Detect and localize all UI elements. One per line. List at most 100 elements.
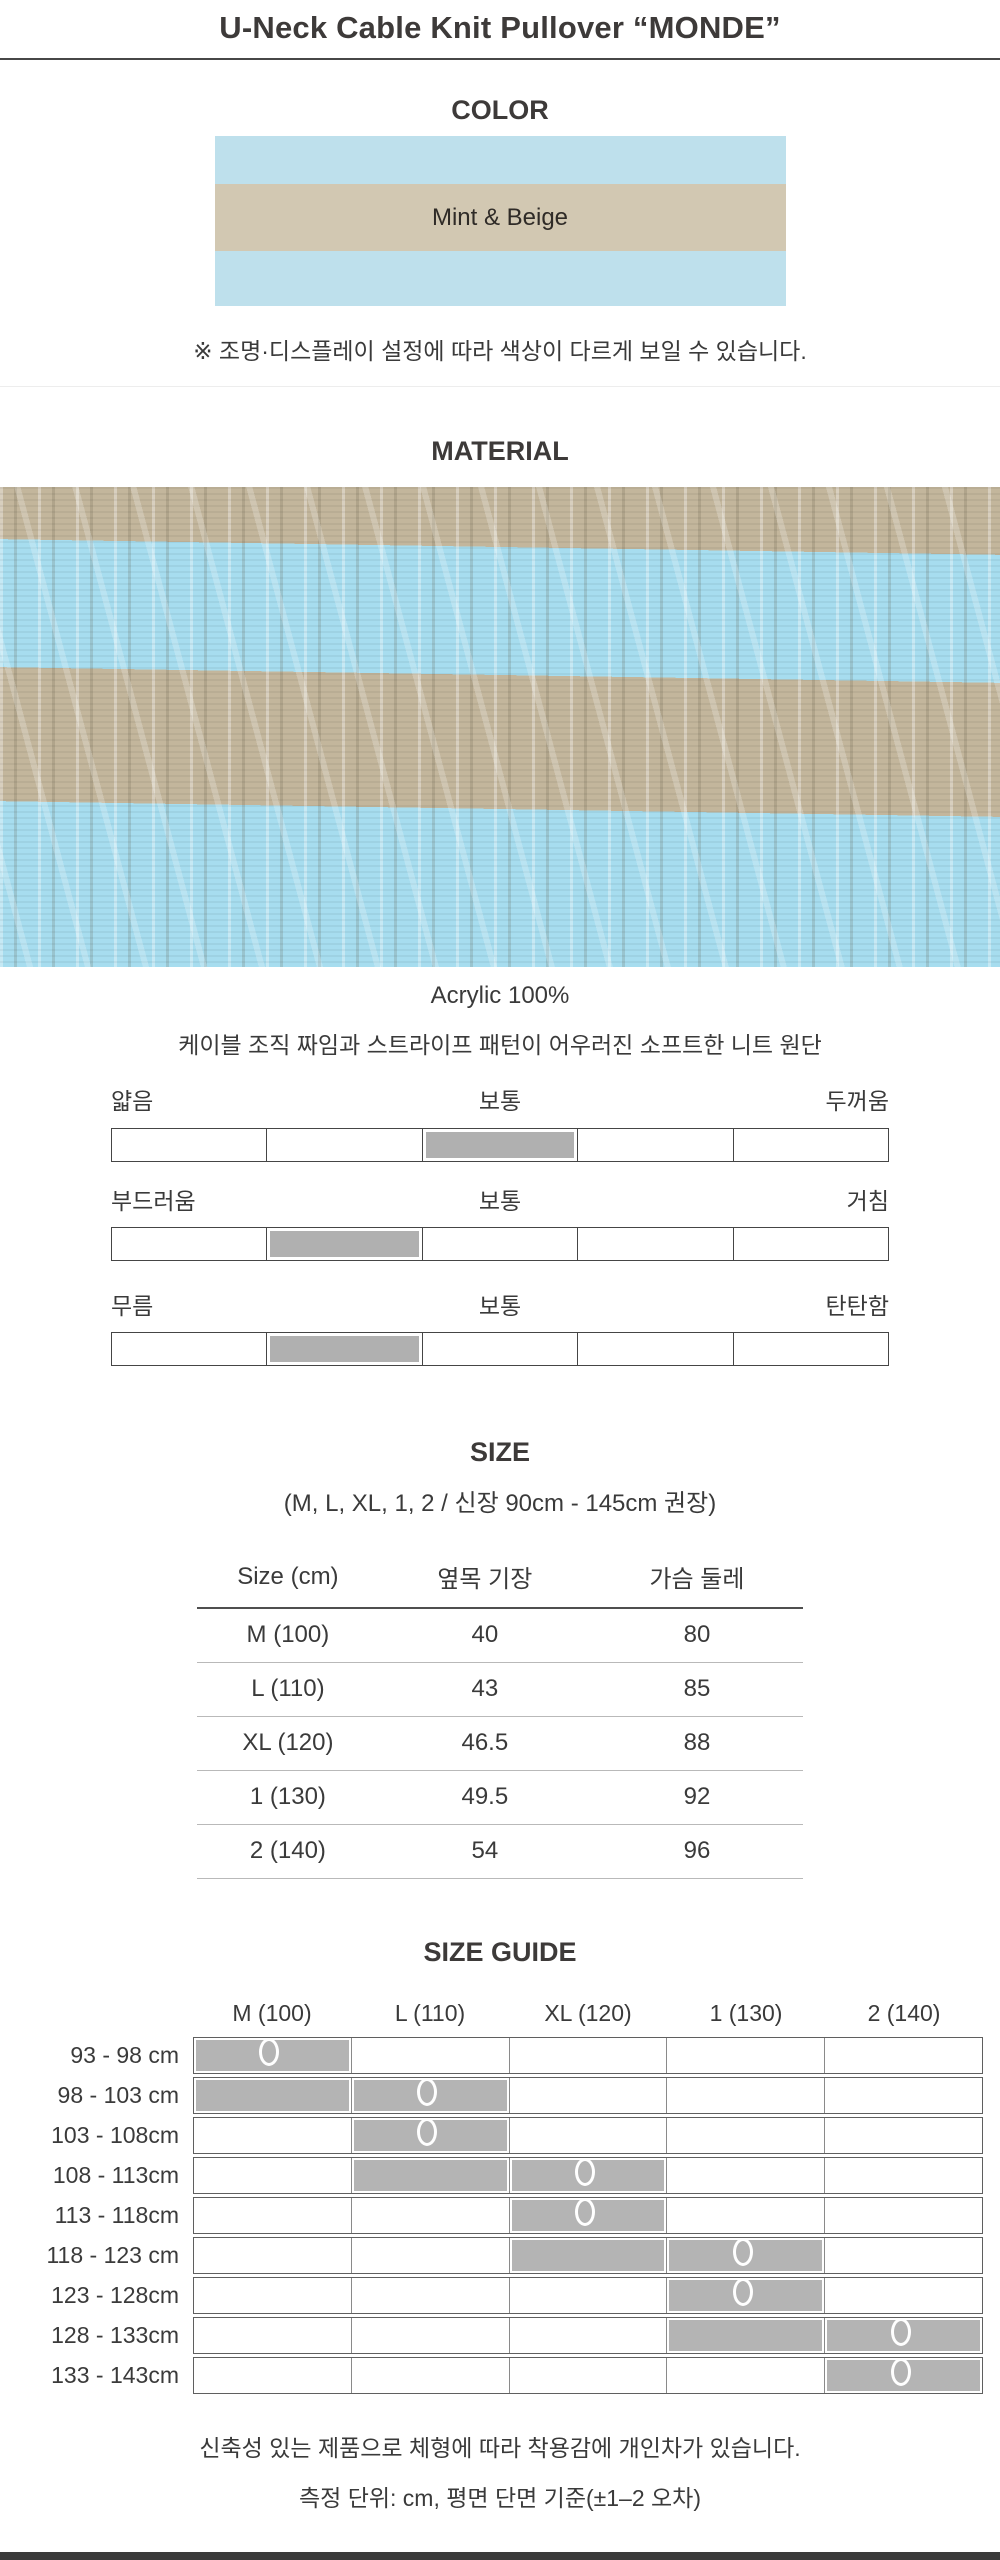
size-table-cell: 85 [590,1662,803,1717]
size-table-cell: 49.5 [378,1770,591,1825]
scale-cell [112,1333,266,1365]
size-guide-column-header: 1 (130) [709,1999,783,2026]
size-guide-cell [194,2318,351,2353]
size-guide-cell [666,2237,824,2273]
size-guide-row: 123 - 128cm [0,2276,983,2314]
size-guide-cell [824,2037,982,2073]
section-divider [0,386,1000,387]
recommended-size-circle-icon [417,2078,438,2106]
size-guide-cell [824,2357,982,2393]
size-guide-row-cells [193,2196,983,2234]
scale-bar [111,1128,889,1162]
size-table-cell: 40 [378,1608,591,1663]
scale-labels: 부드러움 보통 거침 [111,1187,889,1215]
size-table-cell: 92 [590,1770,803,1825]
scale-label: 두꺼움 [825,1088,889,1114]
size-guide-column-header: M (100) [232,1999,312,2026]
size-table-cell: 1 (130) [197,1770,379,1825]
size-guide-cell [666,2117,824,2153]
size-guide-cell-fill [669,2319,823,2351]
size-guide-section-heading: SIZE GUIDE [423,1936,577,1967]
scale-label: 보통 [478,1188,522,1214]
recommended-size-circle-icon [574,2198,595,2226]
scale-cell [577,1333,732,1365]
color-disclaimer-note: ※ 조명·디스플레이 설정에 따라 색상이 다르게 보일 수 있습니다. [193,338,807,364]
size-guide-row: 98 - 103 cm [0,2076,983,2114]
fabric-description: 케이블 조직 짜임과 스트라이프 패턴이 어우러진 소프트한 니트 원단 [178,1032,822,1058]
size-table-row: 1 (130) 49.5 92 [197,1770,803,1825]
scale-label: 보통 [478,1293,522,1319]
size-guide-row-label: 93 - 98 cm [70,2041,179,2068]
size-table-row: XL (120) 46.5 88 [197,1716,803,1771]
size-table-row: L (110) 43 85 [197,1662,803,1717]
size-guide-cell [666,2277,824,2313]
scale-cell [266,1333,421,1365]
size-guide-cell [508,2077,667,2113]
scale-label: 무름 [111,1293,154,1319]
size-guide-cell [194,2238,351,2273]
size-guide-row: 103 - 108cm [0,2116,983,2154]
size-guide-cell [508,2277,667,2313]
size-guide-row-label: 108 - 113cm [52,2161,179,2188]
scale-fill [270,1336,419,1362]
swatch-stripe-mint-bottom [214,251,786,306]
size-guide-column-headers: M (100) L (110) XL (120) 1 (130) 2 (140) [0,1999,983,2027]
size-guide-cell [508,2317,667,2353]
scale-fill [270,1231,419,1257]
scale-cell [266,1228,421,1260]
fabric-composition: Acrylic 100% [430,982,570,1009]
title-divider [0,58,1000,60]
stretch-note: 신축성 있는 제품으로 체형에 따라 착용감에 개인차가 있습니다. [199,2434,801,2461]
size-guide-row: 113 - 118cm [0,2196,983,2234]
measurement-note: 측정 단위: cm, 평면 단면 기준(±1–2 오차) [298,2484,702,2511]
size-guide-row-cells [193,2036,983,2074]
size-guide-row-cells [193,2316,983,2354]
recommended-size-circle-icon [732,2238,753,2266]
scale-cell [732,1228,888,1260]
size-guide-cell [350,2077,509,2113]
size-guide-cell [508,2197,667,2233]
size-guide-cell [350,2357,509,2393]
size-guide-cell [666,2317,824,2353]
size-guide-cell [508,2157,667,2193]
size-guide-cell [666,2157,824,2193]
fabric-property-scales: 얇음 보통 두꺼움 부드러움 보통 거침 무름 보통 탄탄함 [111,1087,889,1366]
scale-labels: 얇음 보통 두꺼움 [111,1087,889,1115]
size-guide-cell [824,2277,982,2313]
scale-cell [732,1129,888,1161]
size-guide-cell [824,2237,982,2273]
fabric-photo [0,487,1000,967]
size-guide-cell [194,2278,351,2313]
recommended-size-circle-icon [890,2358,911,2386]
size-table-cell: 2 (140) [197,1824,379,1879]
color-name-label: Mint & Beige [431,203,569,231]
scale-labels: 무름 보통 탄탄함 [111,1292,889,1320]
size-table-cell: XL (120) [197,1716,379,1771]
scale-label: 보통 [478,1088,522,1114]
color-section-heading: COLOR [451,95,549,125]
size-guide-row-label: 113 - 118cm [54,2201,179,2228]
size-table-row: 2 (140) 54 96 [197,1824,803,1879]
scale-cell [421,1129,577,1161]
recommended-size-circle-icon [574,2158,595,2186]
size-guide-row-label: 118 - 123 cm [46,2241,179,2268]
size-guide-cell [824,2117,982,2153]
size-guide-column-header: XL (120) [544,1999,632,2026]
size-guide-column-header: L (110) [394,1999,466,2026]
size-guide-cell [194,2358,351,2393]
scale-cell [112,1228,266,1260]
size-guide-row-label: 128 - 133cm [51,2321,179,2348]
size-guide-cell [194,2118,351,2153]
swatch-stripe-mint-top [214,136,786,184]
size-guide-cell [350,2237,509,2273]
scale-cell [577,1129,732,1161]
scale-cell [732,1333,888,1365]
scale-cell [421,1333,577,1365]
size-guide-cell [824,2157,982,2193]
size-guide-cell [666,2077,824,2113]
scale-label: 부드러움 [111,1188,196,1214]
size-guide-row-label: 98 - 103 cm [57,2081,179,2108]
size-guide-column-header: 2 (140) [867,1999,941,2026]
scale-cell [112,1129,266,1161]
size-guide-cell [194,2078,351,2113]
